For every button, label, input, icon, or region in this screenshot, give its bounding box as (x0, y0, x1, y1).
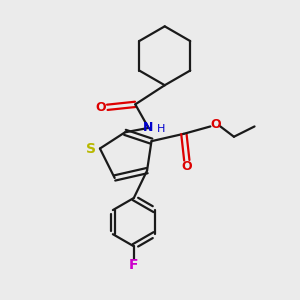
Text: H: H (157, 124, 165, 134)
Text: O: O (181, 160, 191, 173)
Text: O: O (95, 101, 106, 114)
Text: S: S (86, 142, 96, 155)
Text: O: O (210, 118, 221, 131)
Text: N: N (143, 122, 154, 134)
Text: F: F (129, 257, 139, 272)
